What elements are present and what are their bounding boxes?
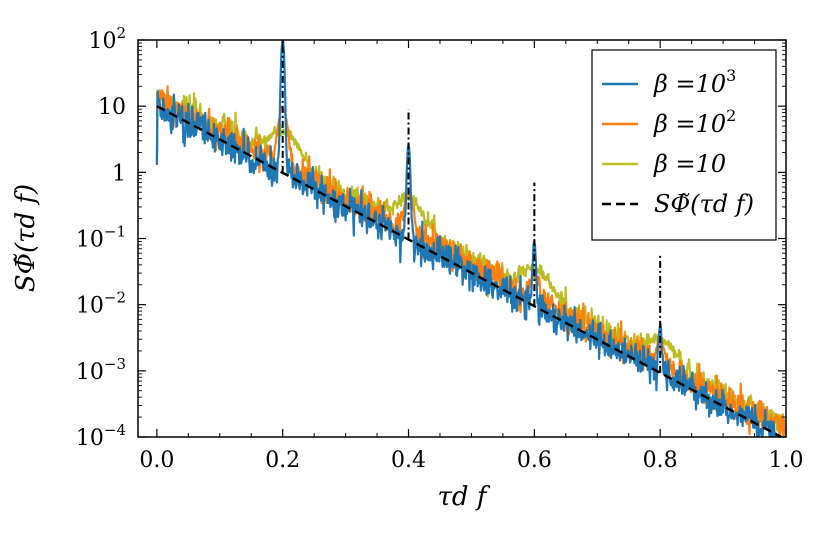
x-tick-label: 0.6 <box>517 448 552 473</box>
y-tick-label: 10−1 <box>76 223 126 253</box>
legend-label: SΦ̃(τd f) <box>654 190 754 218</box>
legend-box <box>591 49 777 241</box>
y-tick-label: 10 <box>98 95 126 120</box>
legend-label: β =10 <box>653 150 726 178</box>
y-axis-label: SΦ̃(τd f) <box>11 184 41 292</box>
x-tick-label: 0.2 <box>265 448 300 473</box>
x-tick-label: 0.8 <box>643 448 678 473</box>
x-axis-label: τd f <box>438 482 491 512</box>
legend-label: β =103 <box>653 66 736 98</box>
legend-label: β =102 <box>653 106 736 138</box>
y-tick-label: 10−3 <box>76 355 126 385</box>
x-tick-label: 0.4 <box>391 448 426 473</box>
x-tick-label: 1.0 <box>769 448 804 473</box>
y-tick-label: 1 <box>112 161 126 186</box>
y-tick-label: 10−4 <box>76 421 126 451</box>
analytic-line <box>156 105 784 437</box>
y-tick-label: 10−2 <box>76 289 126 319</box>
x-tick-label: 0.0 <box>139 448 174 473</box>
y-tick-label: 102 <box>88 24 126 54</box>
